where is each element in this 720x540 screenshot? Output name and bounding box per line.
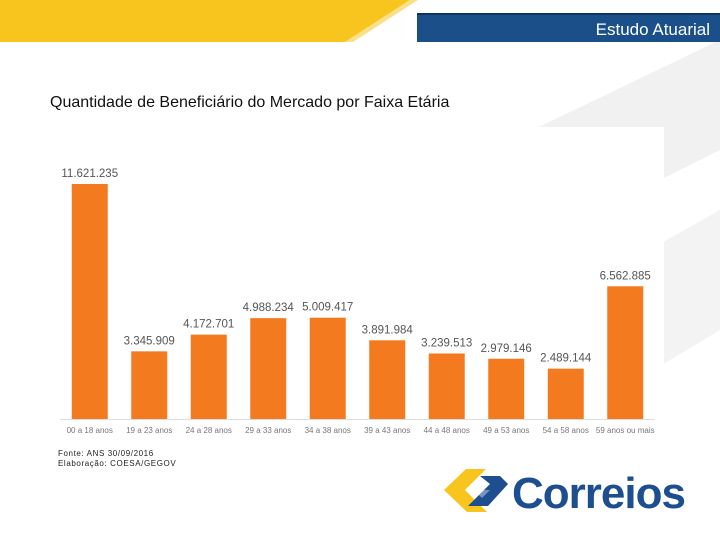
credit-line: Elaboração: COESA/GEGOV [58, 459, 177, 468]
bar-6 [369, 340, 406, 419]
chart-source: Fonte: ANS 30/09/2016 Elaboração: COESA/… [58, 449, 176, 469]
x-tick-label-9: 54 a 58 anos [543, 426, 589, 435]
header-title: Estudo Atuarial [417, 13, 720, 42]
data-label-1: 11.621.235 [61, 168, 118, 180]
data-label-5: 5.009.417 [302, 302, 353, 314]
x-tick-label-6: 39 a 43 anos [364, 426, 410, 435]
correios-logo: Correios [440, 466, 690, 522]
data-label-7: 3.239.513 [421, 337, 472, 349]
x-tick-label-2: 19 a 23 anos [126, 426, 172, 435]
x-tick-label-7: 44 a 48 anos [424, 426, 470, 435]
header-yellow-sliver [345, 0, 418, 42]
bar-5 [309, 317, 346, 419]
bar-7 [428, 353, 465, 419]
x-tick-label-1: 00 a 18 anos [67, 426, 113, 435]
source-line: Fonte: ANS 30/09/2016 [58, 449, 154, 458]
bar-3 [190, 334, 227, 419]
x-tick-label-4: 29 a 33 anos [245, 426, 291, 435]
correios-logo-icon [444, 469, 508, 512]
data-label-9: 2.489.144 [540, 353, 592, 365]
data-label-2: 3.345.909 [124, 335, 175, 347]
bar-9 [547, 368, 584, 419]
data-label-10: 6.562.885 [600, 270, 651, 282]
bar-10 [607, 286, 644, 419]
bar-1 [71, 184, 108, 419]
bar-2 [131, 351, 168, 419]
header-yellow-band [0, 0, 410, 42]
data-label-6: 3.891.984 [362, 324, 414, 336]
x-tick-label-8: 49 a 53 anos [483, 426, 529, 435]
correios-logo-text: Correios [512, 469, 686, 518]
data-label-3: 4.172.701 [183, 319, 234, 331]
data-label-4: 4.988.234 [243, 302, 295, 314]
bar-4 [250, 318, 287, 419]
chart-canvas: 11.621.235 00 a 18 anos 3.345.909 19 a 23 a… [60, 168, 655, 435]
x-tick-label-5: 34 a 38 anos [305, 426, 351, 435]
bar-chart: 11.621.235 00 a 18 anos 3.345.909 19 a 23 a… [50, 127, 664, 437]
data-label-8: 2.979.146 [481, 343, 532, 355]
page-title: Quantidade de Beneficiário do Mercado po… [50, 94, 450, 111]
bar-8 [488, 358, 525, 419]
x-tick-label-10: 59 anos ou mais [596, 426, 655, 435]
x-tick-label-3: 24 a 28 anos [186, 426, 232, 435]
